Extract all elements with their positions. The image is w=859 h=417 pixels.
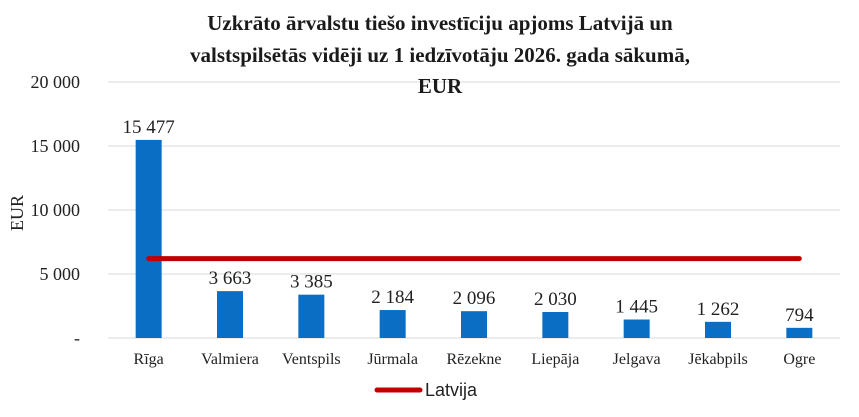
category-label: Valmiera xyxy=(201,351,259,368)
category-label: Jēkabpils xyxy=(688,351,748,368)
data-label: 1 262 xyxy=(697,299,740,320)
category-label: Ogre xyxy=(783,351,815,368)
legend: Latvija xyxy=(374,380,478,400)
y-tick-label: 10 000 xyxy=(31,200,81,220)
category-label: Jūrmala xyxy=(367,351,418,368)
category-label: Rēzekne xyxy=(446,351,501,368)
x-axis-categories: Rīga Valmiera Ventspils Jūrmala Rēzekne Liepā… xyxy=(134,351,816,368)
bar xyxy=(786,327,813,338)
category-label: Jelgava xyxy=(613,351,661,368)
data-label: 794 xyxy=(785,305,814,326)
legend-label-latvija: Latvija xyxy=(425,380,478,400)
bar xyxy=(542,312,569,338)
bars xyxy=(135,139,813,338)
data-label: 3 663 xyxy=(209,268,252,289)
data-label: 1 445 xyxy=(615,297,658,318)
chart-title-line-3: EUR xyxy=(418,74,463,98)
category-label: Ventspils xyxy=(282,351,341,368)
chart-title-line-1: Uzkrāto ārvalstu tiešo investīciju apjom… xyxy=(207,11,673,35)
bar xyxy=(461,311,487,338)
category-label: Rīga xyxy=(134,351,164,368)
bar xyxy=(135,139,162,338)
y-axis-ticks: - 5 000 10 000 15 000 20 000 xyxy=(31,72,81,348)
y-axis-label: EUR xyxy=(7,195,27,231)
chart-title-line-2: valstspilsētās vidēji uz 1 iedzīvotāju 2… xyxy=(190,43,690,67)
bar xyxy=(379,310,406,338)
bar xyxy=(217,291,243,338)
data-label: 3 385 xyxy=(290,272,333,293)
data-label: 15 477 xyxy=(123,117,175,138)
bar xyxy=(705,321,731,338)
data-label: 2 096 xyxy=(453,288,496,309)
data-label: 2 030 xyxy=(534,289,577,310)
bar xyxy=(623,319,650,338)
y-tick-label: 20 000 xyxy=(31,72,81,92)
data-labels: 15 477 3 663 3 385 2 184 2 096 2 030 1 445 1 26… xyxy=(123,117,815,326)
y-tick-label: 5 000 xyxy=(40,264,81,284)
category-label: Liepāja xyxy=(531,351,579,368)
bar xyxy=(298,294,325,338)
y-tick-label: 15 000 xyxy=(31,136,81,156)
data-label: 2 184 xyxy=(371,287,414,308)
y-tick-label: - xyxy=(74,328,80,348)
